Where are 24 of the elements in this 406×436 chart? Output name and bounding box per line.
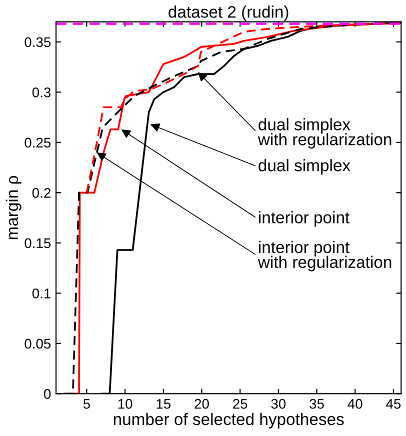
x-tick-label: 20 <box>194 398 209 409</box>
y-tick-label: 0.35 <box>24 37 51 48</box>
x-tick-label: 25 <box>233 398 248 409</box>
y-axis-title: margin ρ <box>6 176 22 240</box>
annotation: interior point with regularization <box>258 240 392 272</box>
x-axis-title: number of selected hypotheses <box>114 412 344 428</box>
y-tick-label: 0.15 <box>24 238 51 248</box>
x-tick-label: 10 <box>118 398 132 409</box>
annotation: dual simplex with regularization <box>258 118 392 149</box>
y-tick-label: 0.3 <box>32 87 51 98</box>
x-tick-label: 35 <box>310 398 324 409</box>
x-tick-label: 45 <box>386 399 401 409</box>
y-tick-label: 0.2 <box>32 188 50 198</box>
x-tick-label: 5 <box>83 399 90 409</box>
chart-title: dataset 2 (rudin) <box>168 6 288 22</box>
annotation: dual simplex <box>258 159 350 175</box>
y-tick-label: 0.25 <box>24 138 51 148</box>
y-tick-label: 0 <box>44 389 51 399</box>
annotation: interior point <box>259 211 350 227</box>
x-tick-label: 15 <box>156 399 171 409</box>
x-tick-label: 30 <box>271 398 286 409</box>
x-tick-label: 40 <box>348 398 362 409</box>
y-tick-label: 0.05 <box>24 338 51 349</box>
y-tick-label: 0.1 <box>32 288 50 298</box>
